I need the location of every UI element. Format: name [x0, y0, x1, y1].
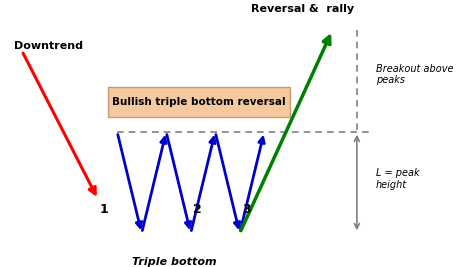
Text: Breakout above
peaks: Breakout above peaks: [376, 64, 454, 85]
Text: L = peak
height: L = peak height: [376, 168, 419, 190]
FancyBboxPatch shape: [108, 87, 290, 117]
Text: Triple bottom: Triple bottom: [132, 257, 217, 267]
Text: 2: 2: [193, 203, 202, 216]
Text: 1: 1: [99, 203, 108, 216]
Text: Downtrend: Downtrend: [14, 41, 82, 50]
Text: Bullish triple bottom reversal: Bullish triple bottom reversal: [112, 97, 286, 107]
Text: 3: 3: [242, 203, 251, 216]
Text: Reversal &  rally: Reversal & rally: [251, 3, 354, 14]
